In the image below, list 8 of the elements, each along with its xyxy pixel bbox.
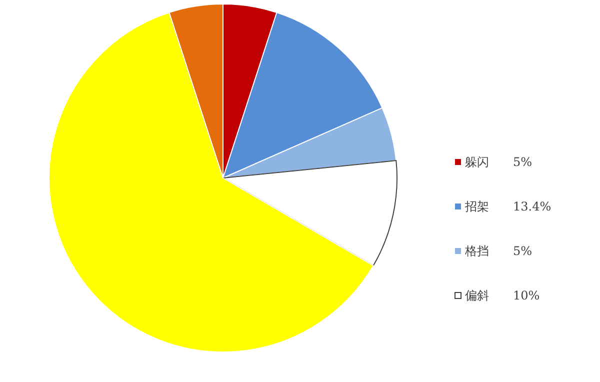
legend-label: 偏斜	[465, 288, 489, 302]
data-label: 5%	[513, 244, 532, 258]
data-label: 13.4%	[513, 200, 552, 214]
data-label: 5%	[513, 155, 532, 169]
legend-label: 招架	[464, 200, 489, 214]
legend-label: 躲闪	[465, 155, 489, 169]
data-label: 10%	[513, 288, 540, 302]
legend-label: 格挡	[464, 244, 489, 258]
